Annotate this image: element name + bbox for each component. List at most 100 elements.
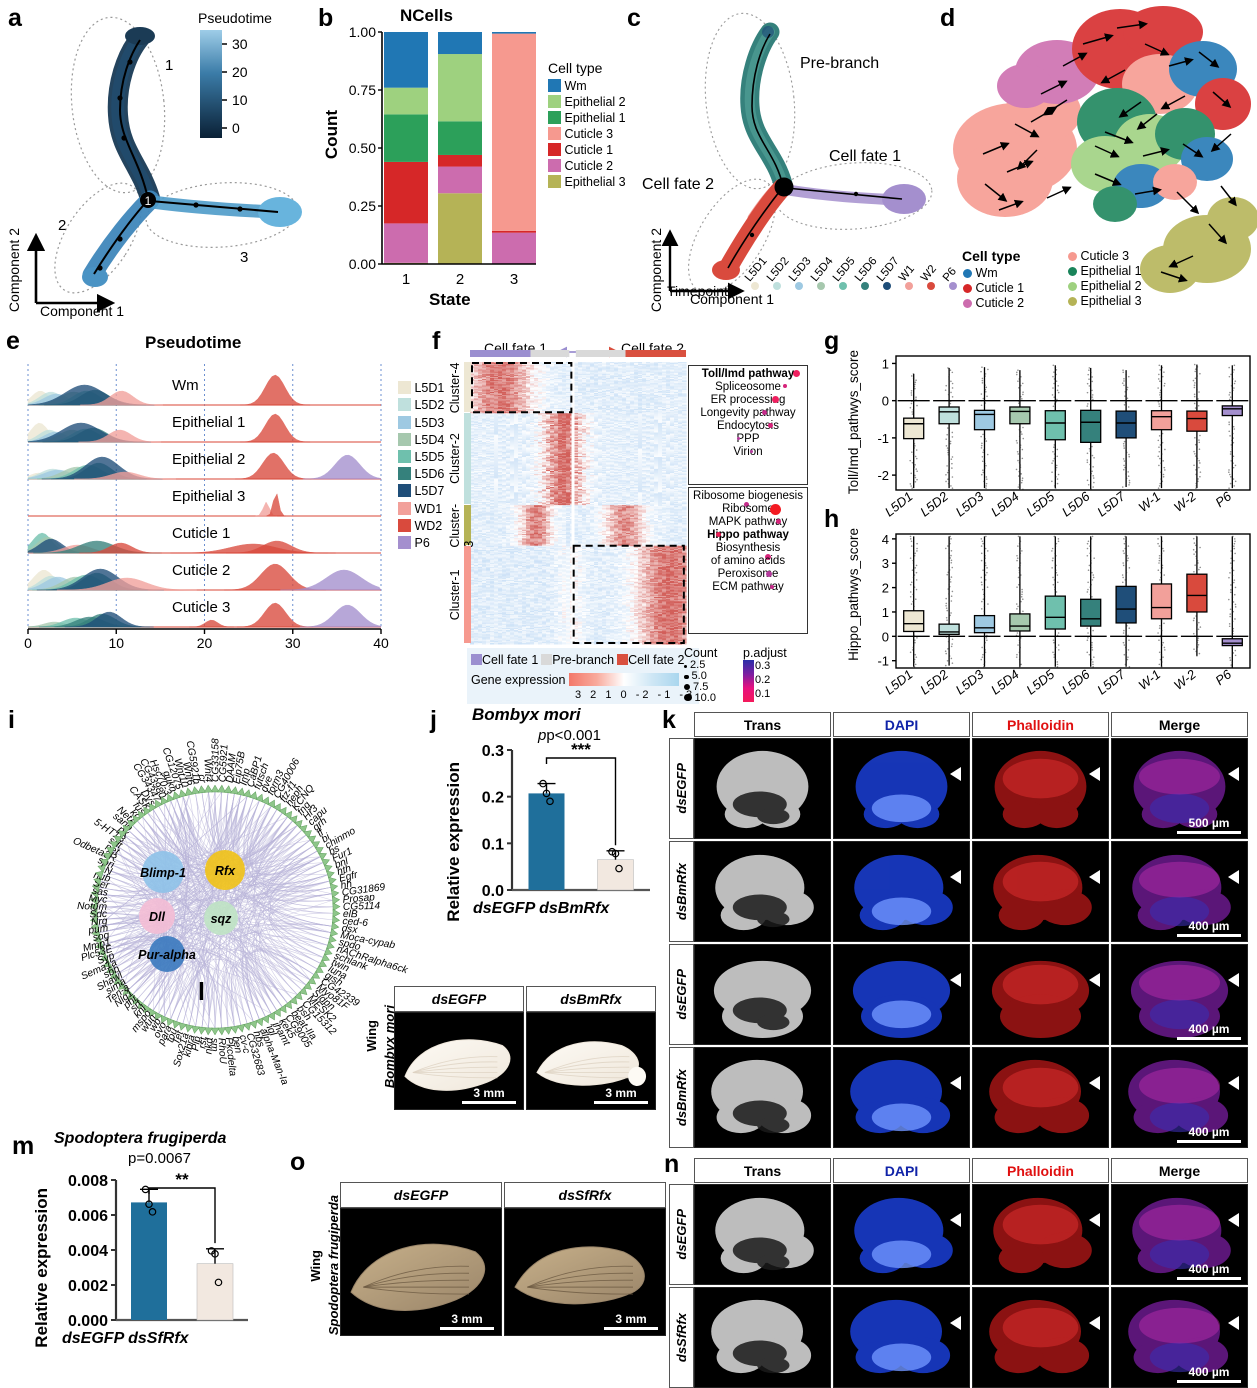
scale-bar-label: 400 µm	[1177, 1365, 1241, 1379]
microscopy-image: 400 µm	[1111, 944, 1248, 1045]
panel-f-cluster-bar	[464, 362, 471, 412]
microscopy-column-header: Phalloidin	[972, 1158, 1109, 1183]
state-label-1: 1	[165, 57, 173, 74]
panel-e-legend-item: WD1	[398, 502, 444, 516]
arrowhead-marker	[1228, 1316, 1239, 1330]
panel-m-title: Spodoptera frugiperda	[54, 1130, 226, 1148]
scale-bar-label: 400 µm	[1177, 1262, 1241, 1276]
scale-bar: 3 mm	[462, 1086, 516, 1104]
panel-c-prebranch-label: Pre-branch	[800, 55, 879, 73]
microscopy-image: 500 µm	[1111, 738, 1248, 839]
panel-b-legend-item: Epithelial 1	[548, 111, 626, 125]
ridge-row-label: Epithelial 2	[172, 451, 245, 468]
gene-expression-label: Gene expression	[471, 673, 566, 687]
padjust-colorbar	[743, 660, 754, 702]
network-hub-label: Pur-alpha	[138, 948, 196, 962]
panel-label-j: j	[430, 706, 437, 735]
microscopy-row-label: dsEGFP	[669, 1184, 694, 1285]
arrowhead-marker	[950, 1316, 961, 1330]
boxplot-xtick: W-2	[1171, 488, 1199, 515]
padjust-tick: 0.2	[755, 674, 770, 686]
pseudotime-tick-10: 10	[232, 92, 248, 108]
arrowhead-marker	[1228, 767, 1239, 781]
significance-stars: **	[175, 1170, 189, 1189]
panel-e-legend-item: WD2	[398, 519, 444, 533]
pathway-label: Ribosome biogenesis	[690, 490, 806, 502]
pathway-dot	[750, 450, 753, 453]
pathway-dot	[766, 571, 772, 577]
panel-label-l: l	[198, 978, 205, 1007]
boxplot-xtick: P6	[1212, 488, 1234, 510]
scale-bar: 400 µm	[1177, 1022, 1241, 1040]
panel-h-boxplot: 43210-1L5D1L5D2L5D3L5D4L5D5L5D6L5D7W-1W-…	[866, 528, 1254, 718]
boxplot-xtick: L5D6	[1059, 488, 1093, 519]
svg-text:1.00: 1.00	[349, 24, 376, 40]
scale-bar-label: 3 mm	[440, 1312, 494, 1326]
pathway-label: Peroxisome	[690, 568, 806, 580]
boxplot-xtick: L5D2	[917, 666, 951, 697]
panel-f-cluster-label: Cluster-1	[448, 546, 462, 644]
arrowhead-marker	[1089, 1076, 1100, 1090]
arrowhead-marker	[1089, 973, 1100, 987]
panel-label-h: h	[824, 505, 839, 534]
microscopy-row-label: dsBmRfx	[669, 841, 694, 942]
panel-d-legend-item: Epithelial 3	[1068, 294, 1142, 308]
panel-g-boxplot: 10-1-2L5D1L5D2L5D3L5D4L5D5L5D6L5D7W-1W-2…	[866, 350, 1254, 540]
panel-o-side-species: Spodoptera frugiperda	[326, 1195, 341, 1335]
panel-e-legend-item: L5D5	[398, 450, 444, 464]
microscopy-image: 400 µm	[1111, 1287, 1248, 1388]
panel-l-side-wing: Wing	[364, 1020, 379, 1052]
microscopy-column-header: Merge	[1111, 1158, 1248, 1183]
boxplot-xtick: L5D5	[1023, 488, 1057, 519]
panel-b-legend: Cell type Wm Epithelial 2 Epithelial 1 C…	[548, 60, 626, 191]
pathway-dot	[783, 384, 787, 388]
scale-bar: 500 µm	[1177, 816, 1241, 834]
wing-image: 3 mm	[504, 1208, 666, 1336]
boxplot-xtick: L5D1	[882, 489, 916, 520]
panel-e-legend-item: L5D7	[398, 484, 444, 498]
panel-f-cluster-label: Cluster-4	[448, 362, 462, 413]
scale-bar-label: 3 mm	[462, 1086, 516, 1100]
panel-f-padjust-legend: p.adjust0.30.20.1	[743, 646, 787, 702]
pathway-label: Hippo pathway	[690, 529, 806, 541]
panel-c-fate2-label: Cell fate 2	[642, 176, 714, 194]
ridge-row-label: Epithelial 1	[172, 414, 245, 431]
panel-d-legend-item: Cuticle 3	[1068, 249, 1142, 263]
pathway-dot	[737, 437, 740, 440]
panel-e-legend: L5D1 L5D2 L5D3 L5D4 L5D5 L5D6 L5D7 WD1 W…	[398, 378, 444, 553]
panel-f-count-legend: Count 2.5 5.0 7.5 10.0	[684, 646, 717, 704]
wing-condition-header: dsEGFP	[340, 1182, 502, 1208]
microscopy-image	[694, 1047, 831, 1148]
svg-text:10: 10	[108, 635, 124, 651]
svg-text:0: 0	[24, 635, 32, 651]
panel-m-bar: 0.0080.0060.0040.0020.000**	[54, 1158, 254, 1333]
panel-m-xticks: dsEGFP dsSfRfx	[62, 1330, 189, 1348]
pathway-dot	[768, 423, 773, 428]
panel-label-m: m	[12, 1132, 34, 1161]
arrowhead-marker	[950, 1076, 961, 1090]
svg-text:2: 2	[456, 271, 464, 288]
scale-bar: 400 µm	[1177, 1365, 1241, 1383]
pseudotime-tick-0: 0	[232, 120, 240, 136]
boxplot-xtick: L5D3	[953, 488, 987, 519]
boxplot-xtick: W-1	[1136, 489, 1164, 515]
panel-e-legend-item: L5D3	[398, 416, 444, 430]
panel-a-trajectory: 1 1 2 3	[0, 0, 310, 320]
panel-m-pvalue: p=0.0067	[128, 1150, 191, 1167]
panel-f-fate-legend-strip: Cell fate 1Pre-branchCell fate 2Gene exp…	[467, 648, 699, 704]
scale-bar: 3 mm	[594, 1086, 648, 1104]
fate-legend-item: Pre-branch	[541, 653, 614, 667]
ridge-row-label: Wm	[172, 377, 199, 394]
panel-f-cluster-label: Cluster-2	[448, 413, 462, 505]
scale-bar: 3 mm	[440, 1312, 494, 1330]
arrowhead-marker	[950, 1213, 961, 1227]
fate-legend-item: Cell fate 1	[471, 653, 538, 667]
panel-b-ylabel: Count	[322, 110, 342, 159]
microscopy-image	[972, 1047, 1109, 1148]
panel-label-k: k	[662, 706, 676, 735]
pathway-dot	[793, 370, 800, 377]
count-legend-title: Count	[684, 646, 717, 660]
boxplot-xtick: P6	[1212, 666, 1234, 688]
microscopy-image	[972, 841, 1109, 942]
svg-text:20: 20	[197, 635, 213, 651]
